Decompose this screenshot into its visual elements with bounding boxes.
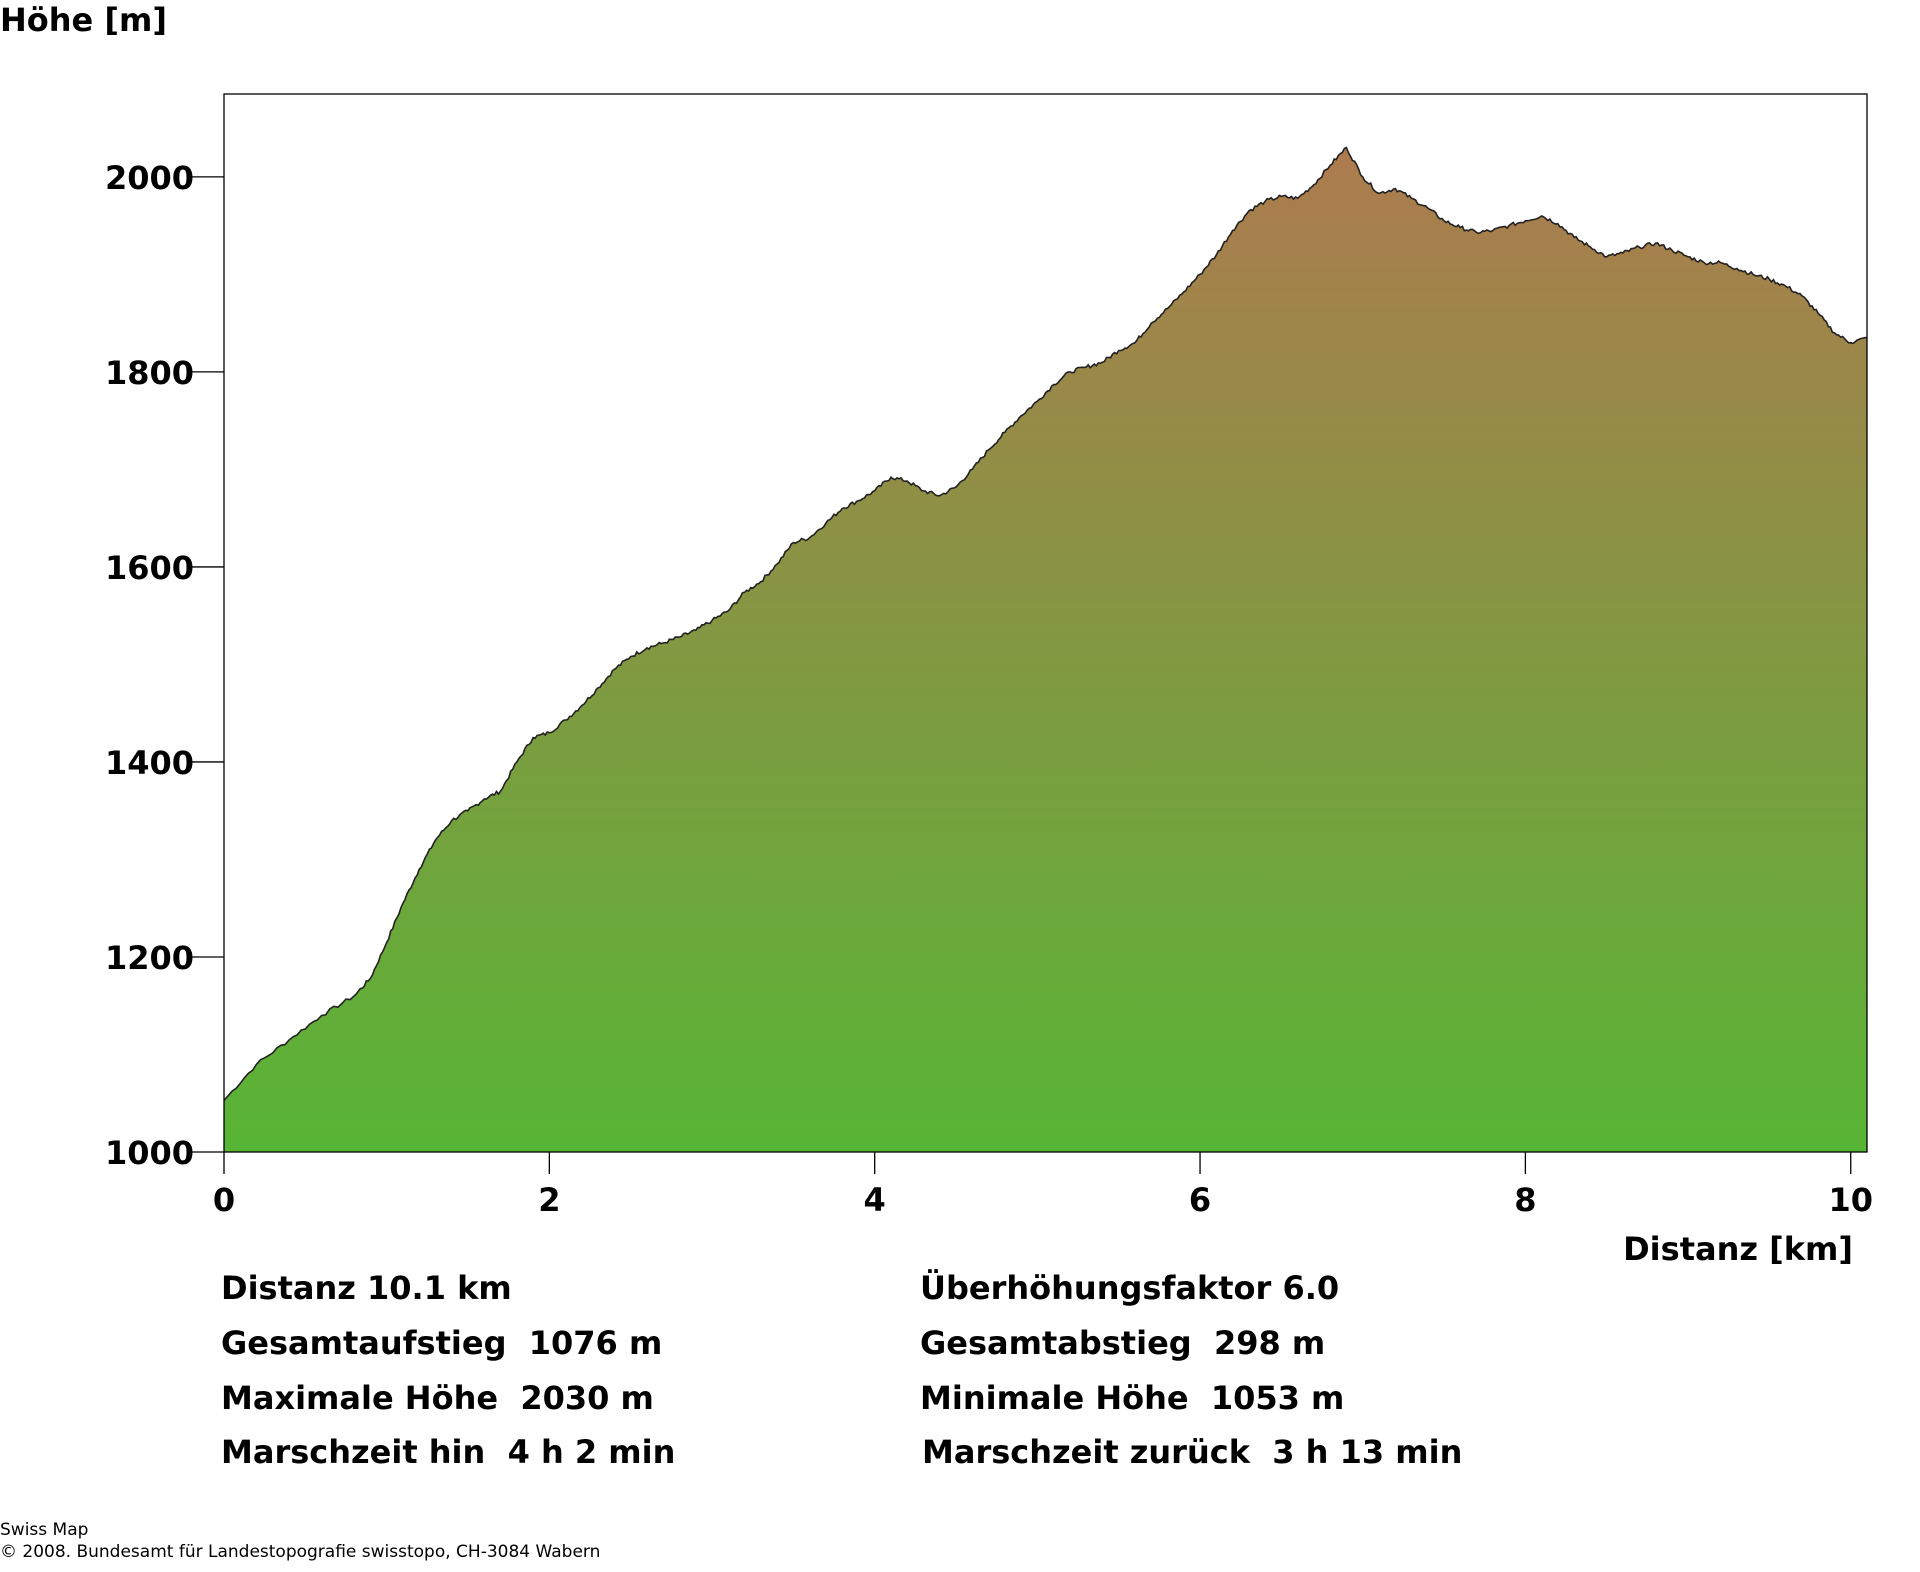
y-tick-label: 1400 [105, 744, 194, 782]
x-tick-label: 0 [213, 1181, 235, 1219]
plot-frame [223, 93, 1868, 1153]
y-tick-label: 2000 [105, 159, 194, 197]
elevation-line [223, 146, 1868, 1101]
x-axis-ticks: 0 2 4 6 8 10 [213, 1152, 1873, 1219]
credit-product: Swiss Map [0, 1520, 89, 1540]
x-tick-label: 2 [538, 1181, 560, 1219]
elevation-area [224, 147, 1867, 1153]
x-tick-label: 6 [1189, 1181, 1211, 1219]
stat-max-elevation: Maximale Höhe 2030 m [221, 1379, 654, 1417]
y-axis-label: Höhe [m] [0, 1, 167, 39]
stat-walking-time-back: Marschzeit zurück 3 h 13 min [922, 1433, 1463, 1471]
x-axis-label: Distanz [km] [1623, 1230, 1853, 1268]
y-axis-ticks: 1000 1200 1400 1600 1800 2000 [105, 159, 224, 1172]
x-tick-label: 4 [864, 1181, 886, 1219]
x-tick-label: 8 [1514, 1181, 1536, 1219]
stat-walking-time-out: Marschzeit hin 4 h 2 min [221, 1433, 676, 1471]
stat-total-ascent: Gesamtaufstieg 1076 m [221, 1324, 663, 1362]
y-tick-label: 1200 [105, 939, 194, 977]
x-tick-label: 10 [1828, 1181, 1873, 1219]
y-tick-label: 1600 [105, 549, 194, 587]
y-tick-label: 1000 [105, 1134, 194, 1172]
stat-total-descent: Gesamtabstieg 298 m [920, 1324, 1326, 1362]
stat-exaggeration-factor: Überhöhungsfaktor 6.0 [920, 1269, 1340, 1307]
y-tick-label: 1800 [105, 354, 194, 392]
stat-min-elevation: Minimale Höhe 1053 m [920, 1379, 1345, 1417]
stat-distance: Distanz 10.1 km [221, 1269, 512, 1307]
credit-copyright: © 2008. Bundesamt für Landestopografie s… [0, 1542, 601, 1562]
